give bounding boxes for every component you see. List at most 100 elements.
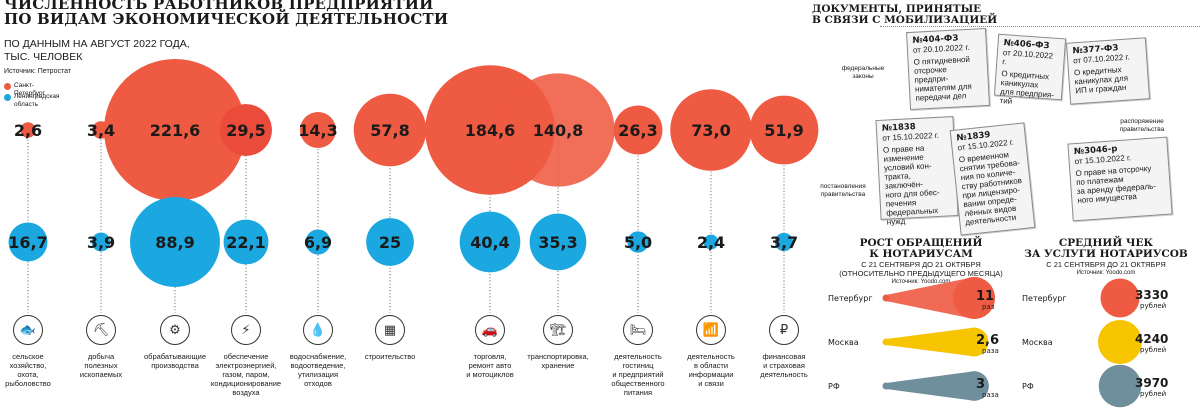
category-label: транспортировка, хранение	[513, 352, 603, 370]
growth-bar-cap	[959, 371, 989, 401]
category-label-line: сельское	[12, 352, 44, 361]
money-icon: ₽	[769, 315, 799, 345]
bubble-lo	[366, 218, 414, 266]
label-federal-laws: федеральные законы	[841, 65, 885, 80]
bubble-lo	[774, 232, 794, 252]
category-label-line: гостиниц	[622, 361, 654, 370]
category-label-line: электроэнергией,	[215, 361, 277, 370]
growth-city-label: Петербург	[828, 294, 873, 303]
growth-bar-cap	[953, 277, 995, 319]
avg-check-unit-label: рублей	[1140, 346, 1166, 354]
category-label-line: хозяйство,	[9, 361, 47, 370]
value-label-spb: 26,3	[618, 121, 657, 140]
category-label-line: деятельность	[614, 352, 662, 361]
document-description-line: федеральных нужд	[886, 205, 939, 227]
value-label-lo: 3,7	[770, 233, 798, 252]
growth-value-label: 2,6	[976, 333, 999, 348]
value-label-lo: 25	[379, 233, 401, 252]
category-label: строительство	[345, 352, 435, 361]
category-label-line: деятельность	[760, 370, 808, 379]
notary-growth-title: Рост обращений к нотариусам	[859, 237, 983, 260]
avg-check-city-label: РФ	[1022, 382, 1034, 391]
bubble-spb	[104, 59, 246, 201]
crane-icon: 🏗	[543, 315, 573, 345]
avg-check-unit-label: рублей	[1140, 390, 1166, 398]
growth-city-label: РФ	[828, 382, 840, 391]
value-label-lo: 35,3	[538, 233, 577, 252]
value-label-lo: 6,9	[304, 233, 332, 252]
avg-check-header: Средний чек за услуги нотариусов с 21 сен…	[1012, 238, 1200, 278]
category-label: обеспечение электроэнергией, газом, паром,…	[201, 352, 291, 397]
value-label-spb: 3,4	[87, 121, 115, 140]
document-card: №404-ФЗ от 20.10.2022 г. О пятидневной отср…	[906, 27, 990, 111]
category-label-line: ископаемых	[79, 370, 123, 379]
fish-icon: 🐟	[13, 315, 43, 345]
chart-subtitle: по данным на август 2022 года, тыс. чело…	[4, 38, 190, 63]
bubble-lo	[703, 234, 719, 250]
category-label: финансовая и страховая деятельность	[739, 352, 829, 379]
document-card: №3046-р от 15.10.2022 г. О праве на отсроч…	[1067, 136, 1173, 222]
avg-check-title: Средний чек за услуги нотариусов	[1024, 237, 1188, 260]
bubble-lo	[305, 229, 331, 255]
category-label-line: обрабатывающие	[144, 352, 206, 361]
car-icon: 🚗	[475, 315, 505, 345]
notary-growth-subtitle: с 21 сентября до 21 октября (относительно…	[839, 260, 1003, 278]
category-label-line: и предприятий	[612, 370, 664, 379]
category-label-line: охота,	[17, 370, 39, 379]
bubble-lo	[627, 231, 649, 253]
category-label-line: деятельность	[687, 352, 735, 361]
value-label-spb: 184,6	[465, 121, 516, 140]
avg-check-bubble	[1100, 278, 1140, 318]
bubble-lo	[529, 213, 587, 271]
avg-check-value-label: 3970	[1135, 376, 1168, 390]
category-label-line: кондиционирование	[210, 379, 282, 388]
category-label-line: обеспечение	[223, 352, 269, 361]
avg-check-subtitle: с 21 сентября до 21 октября	[1046, 260, 1166, 269]
avg-check-value-label: 3330	[1135, 288, 1168, 302]
document-card: №406-ФЗ от 20.10.2022 г. О кредитных канику…	[993, 33, 1067, 106]
category-label-line: строительство	[364, 352, 416, 361]
category-label-line: финансовая	[762, 352, 806, 361]
brick-icon: ▦	[375, 315, 405, 345]
category-label-line: и связи	[698, 379, 724, 388]
factory-icon: ⚙	[160, 315, 190, 345]
bubble-spb	[299, 111, 337, 149]
category-labels: 🐟 сельское хозяйство, охота, рыболовство ⛏ доб…	[5, 315, 829, 397]
bubble-spb	[353, 93, 427, 167]
value-label-lo: 40,4	[470, 233, 509, 252]
growth-bar-start	[882, 338, 890, 346]
legend-swatch-lo	[4, 94, 11, 101]
category-label-line: отходов	[304, 379, 332, 388]
value-label-spb: 14,3	[298, 121, 337, 140]
category-label-line: в области	[693, 361, 729, 370]
document-card: №377-ФЗ от 07.10.2022 г. О кредитных канику…	[1065, 37, 1151, 105]
documents-divider	[880, 26, 1200, 28]
document-description: О пятидневной отсрочке предпри-нимателям …	[913, 54, 983, 103]
notary-growth-source: Источник: Yoodo.com	[891, 279, 951, 285]
category-label: добыча полезных ископаемых	[56, 352, 146, 379]
growth-bar-cap	[959, 327, 989, 357]
document-card: №1839 от 15.10.2022 г. О временном снятии т…	[949, 122, 1036, 236]
avg-check-unit-label: рублей	[1140, 302, 1166, 310]
bubble-lo	[459, 211, 521, 273]
electricity-icon: ⚡	[231, 315, 261, 345]
chart-title: Численность работников предприятий по ви…	[4, 0, 449, 28]
category-label-line: и страховая	[763, 361, 805, 370]
bubble-spb	[501, 73, 615, 187]
source-note: Источник: Петростат	[4, 68, 72, 75]
category-label-line: водоотведение,	[290, 361, 346, 370]
category-label-line: и мотоциклов	[466, 370, 514, 379]
mining-icon: ⛏	[86, 315, 116, 345]
category-label-line: хранение	[541, 361, 575, 370]
legend-swatch-spb	[4, 83, 11, 90]
document-card: №1838 от 15.10.2022 г. О праве на изменение…	[875, 116, 959, 227]
bubble-spb	[613, 105, 663, 155]
document-description: О праве на отсрочку по платежам за аренду …	[1075, 163, 1165, 205]
label-gov-resolutions: постановления правительства	[820, 183, 866, 198]
category-label-line: утилизация	[297, 370, 339, 379]
category-label-line: воздуха	[232, 388, 260, 397]
category-label-line: добыча	[87, 352, 115, 361]
bubble-chart: 2,6 3,4 221,6 29,5 14,3 57,8 184,6 140,8 26,3 73,…	[8, 59, 819, 313]
bubble-spb	[220, 104, 272, 156]
